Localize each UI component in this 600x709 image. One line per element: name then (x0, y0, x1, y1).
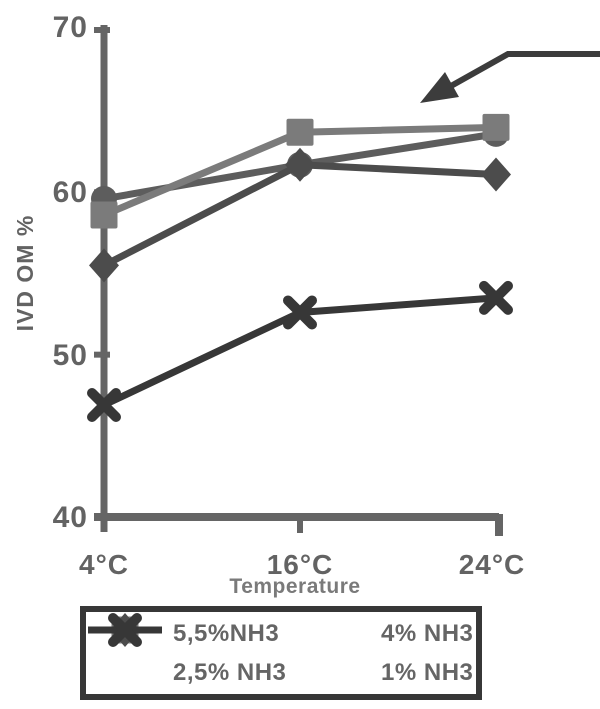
legend-label: 1% NH3 (381, 658, 474, 686)
y-tick-label: 70 (52, 11, 88, 44)
y-tick-label: 50 (52, 339, 88, 372)
legend-marker-x-icon (88, 613, 380, 691)
legend-item-2-5-nh3: 2,5% NH3 (88, 613, 302, 691)
x-axis-title: Temperature (229, 575, 361, 598)
y-tick-label: 60 (52, 176, 88, 209)
arrowhead-icon (420, 72, 459, 103)
axes (94, 25, 503, 536)
legend-marker-diamond-icon (88, 613, 172, 691)
legend-label: 2,5% NH3 (173, 658, 287, 686)
x-tick-label: 4°C (79, 549, 129, 580)
legend-item-1-nh3: 1% NH3 (88, 613, 474, 691)
data-point-square (90, 201, 118, 229)
legend-item-4-nh3: 4% NH3 (88, 616, 474, 652)
x-tick-label: 24°C (458, 549, 526, 580)
callout-arrow (420, 51, 600, 103)
data-point-x (87, 387, 121, 422)
data-point-x (108, 613, 142, 647)
legend-label: 5,5%NH3 (173, 619, 280, 647)
x-tick-label: 16°C (266, 549, 334, 580)
data-point-x (283, 295, 317, 330)
data-point-diamond (285, 147, 315, 182)
legend-marker-square-icon (88, 616, 380, 652)
data-point-square (482, 113, 510, 141)
data-point-diamond (89, 248, 119, 283)
legend-label: 4% NH3 (381, 619, 474, 647)
y-tick-label: 40 (52, 501, 88, 534)
chart-legend: 5,5%NH3 4% NH3 2,5% NH3 1% NH3 (80, 606, 482, 700)
data-point-x (479, 280, 513, 315)
data-point-diamond (481, 157, 511, 192)
y-axis-title: IVD OM % (12, 214, 38, 332)
data-point-square (286, 118, 314, 146)
